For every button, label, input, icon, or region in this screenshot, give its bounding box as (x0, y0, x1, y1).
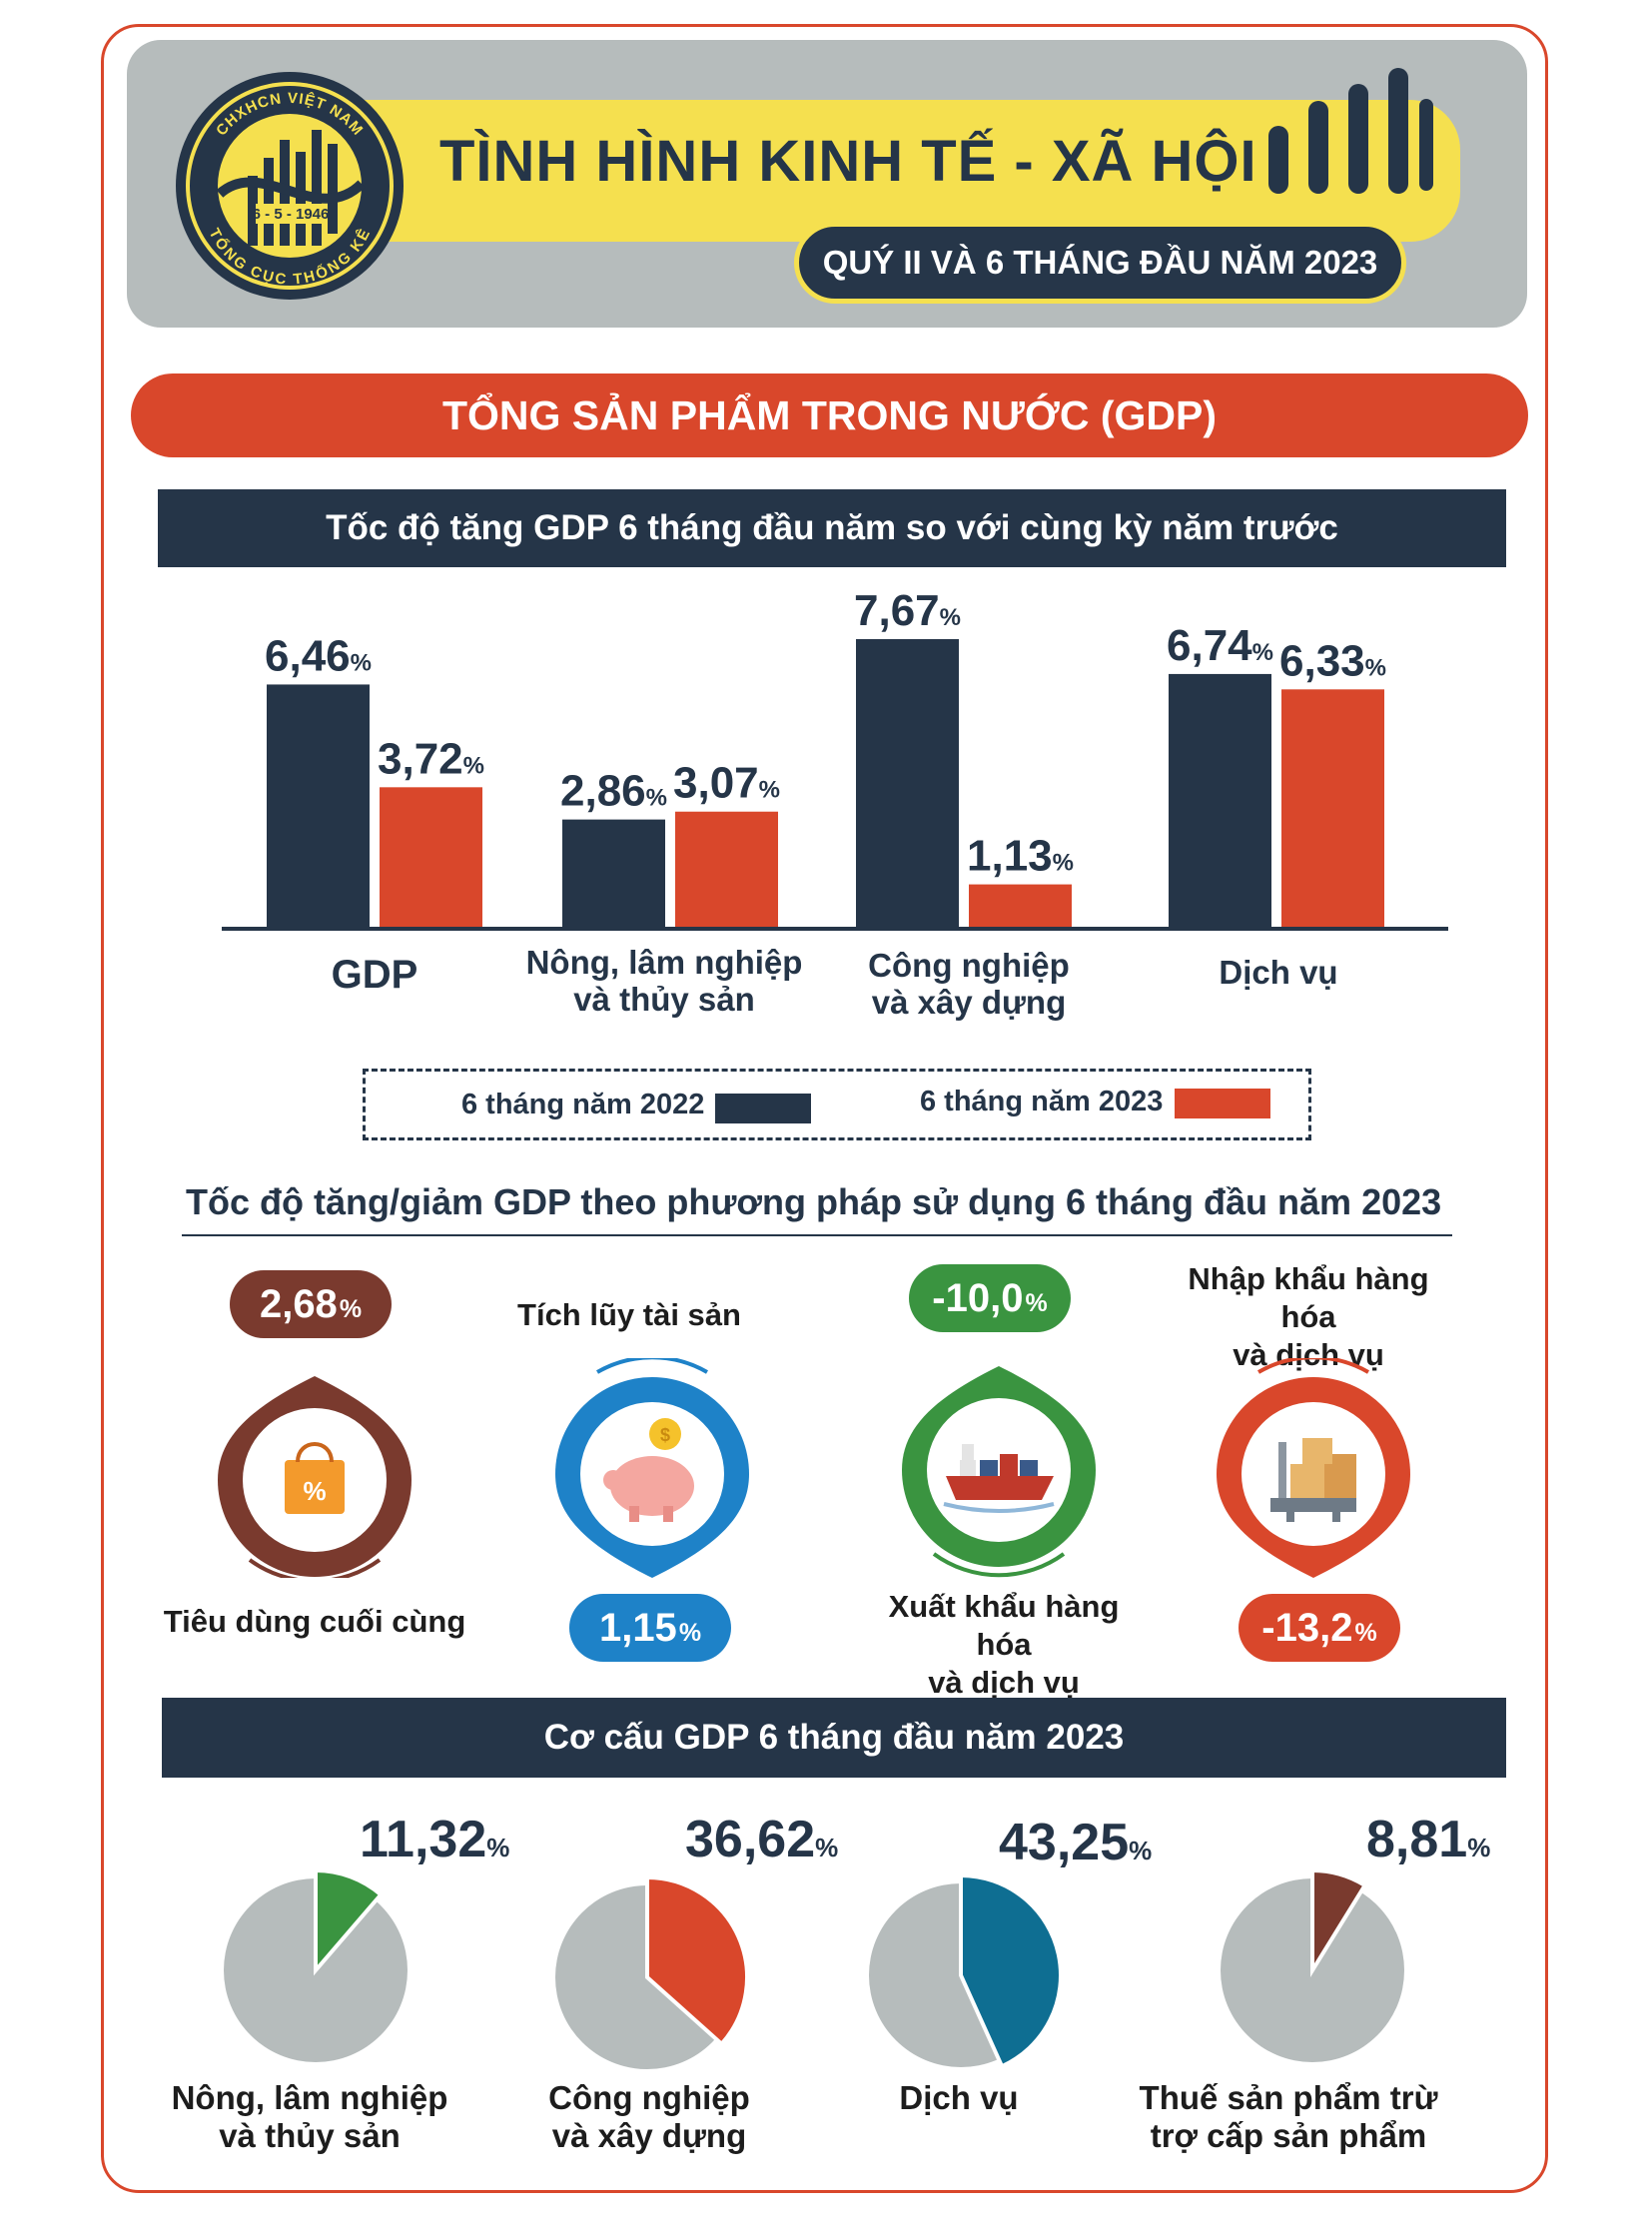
pie-slice-1 (645, 1874, 749, 2047)
category-label-gdp: GDP (275, 955, 474, 995)
cargo-ship-icon (943, 1444, 1055, 1513)
export-label-line1: Xuất khẩu hàng hóa (888, 1589, 1120, 1662)
chart-legend: 6 tháng năm 2022 6 tháng năm 2023 (363, 1069, 1311, 1140)
bar-2022-1 (562, 819, 665, 927)
bar-value-label: 1,13% (967, 832, 1074, 881)
import-value-badge: -13,2% (1239, 1594, 1400, 1662)
legend-2023-swatch (1175, 1089, 1270, 1118)
import-label-line1: Nhập khẩu hàng hóa (1188, 1261, 1429, 1334)
infographic-frame (101, 24, 1548, 2193)
page-title: TÌNH HÌNH KINH TẾ - XÃ HỘI (439, 129, 1257, 194)
bar-2023-0 (380, 787, 482, 927)
period-subtitle: QUÝ II VÀ 6 THÁNG ĐẦU NĂM 2023 (794, 222, 1406, 304)
bar-2022-2 (856, 639, 959, 927)
bar-2023-2 (969, 884, 1072, 927)
scale-boxes-icon (1270, 1438, 1356, 1522)
piggy-bank-icon: $ (603, 1418, 694, 1522)
category-label-agriculture: Nông, lâm nghiệp và thủy sản (519, 944, 809, 1018)
pie-value-industry: 36,62% (685, 1811, 839, 1868)
bar-2023-1 (675, 811, 778, 927)
category-label-agriculture-text: Nông, lâm nghiệp và thủy sản (525, 944, 803, 1018)
pie-value-taxes: 8,81% (1366, 1811, 1491, 1868)
svg-text:$: $ (660, 1425, 670, 1445)
export-ring (902, 1366, 1096, 1578)
accumulation-value-badge: 1,15% (569, 1594, 731, 1662)
gdp-growth-bar-chart: 6,46%3,72%2,86% 3,07%7,67%1,13%6,74% 6,33% (222, 586, 1448, 931)
growth-chart-title: Tốc độ tăng GDP 6 tháng đầu năm so với c… (158, 489, 1506, 567)
accumulation-ring: $ (555, 1358, 749, 1578)
consumption-value-badge: 2,68% (230, 1270, 392, 1338)
accumulation-label: Tích lũy tài sản (517, 1297, 741, 1332)
gdp-section-banner: TỔNG SẢN PHẨM TRONG NƯỚC (GDP) (131, 373, 1528, 457)
export-label: Xuất khẩu hàng hóa và dịch vụ (859, 1588, 1149, 1702)
pie-label-industry: Công nghiệp và xây dựng (548, 2079, 750, 2154)
category-label-services-text: Dịch vụ (1219, 954, 1338, 991)
usage-title-underline (182, 1234, 1452, 1236)
consumption-label: Tiêu dùng cuối cùng (163, 1604, 466, 1639)
header-title-band (290, 100, 1460, 242)
shopping-bag-icon: % (285, 1442, 345, 1514)
gso-logo: CHXHCN VIỆT NAM TỔNG CỤC THỐNG KÊ 6 - 5 … (176, 72, 404, 300)
export-value-badge: -10,0% (909, 1264, 1071, 1332)
pie-value-services: 43,25% (999, 1814, 1153, 1871)
pie-slice-3 (1310, 1867, 1368, 1978)
category-label-gdp-text: GDP (331, 953, 418, 997)
pie-label-agriculture: Nông, lâm nghiệp và thủy sản (171, 2079, 448, 2154)
consumption-ring: % (218, 1376, 412, 1578)
pie-slice-2 (959, 1872, 1063, 2069)
export-label-line2: và dịch vụ (928, 1665, 1080, 1700)
pie-label-taxes: Thuế sản phẩm trừ trợ cấp sản phẩm (1139, 2079, 1438, 2154)
category-label-industry-text: Công nghiệp và xây dựng (868, 947, 1070, 1021)
logo-date: 6 - 5 - 1946 (253, 206, 330, 223)
import-ring (1217, 1358, 1410, 1578)
category-label-industry: Công nghiệp và xây dựng (829, 947, 1109, 1021)
import-label: Nhập khẩu hàng hóa và dịch vụ (1159, 1260, 1458, 1374)
svg-text:%: % (303, 1476, 326, 1506)
category-label-services: Dịch vụ (1169, 954, 1388, 991)
usage-section-title: Tốc độ tăng/giảm GDP theo phương pháp sử… (186, 1181, 1442, 1222)
legend-2023-label: 6 tháng năm 2023 (920, 1086, 1164, 1117)
bar-chart-icon (1268, 68, 1433, 194)
legend-2022-swatch (715, 1094, 811, 1123)
bar-2023-3 (1281, 689, 1384, 927)
legend-2022-label: 6 tháng năm 2022 (461, 1089, 705, 1120)
pie-label-services: Dịch vụ (899, 2079, 1019, 2116)
structure-section-title: Cơ cấu GDP 6 tháng đầu năm 2023 (162, 1698, 1506, 1778)
bar-2022-0 (267, 684, 370, 927)
pie-slice-0 (314, 1867, 385, 1976)
pie-value-agriculture: 11,32% (360, 1811, 510, 1868)
bar-2022-3 (1169, 673, 1271, 927)
